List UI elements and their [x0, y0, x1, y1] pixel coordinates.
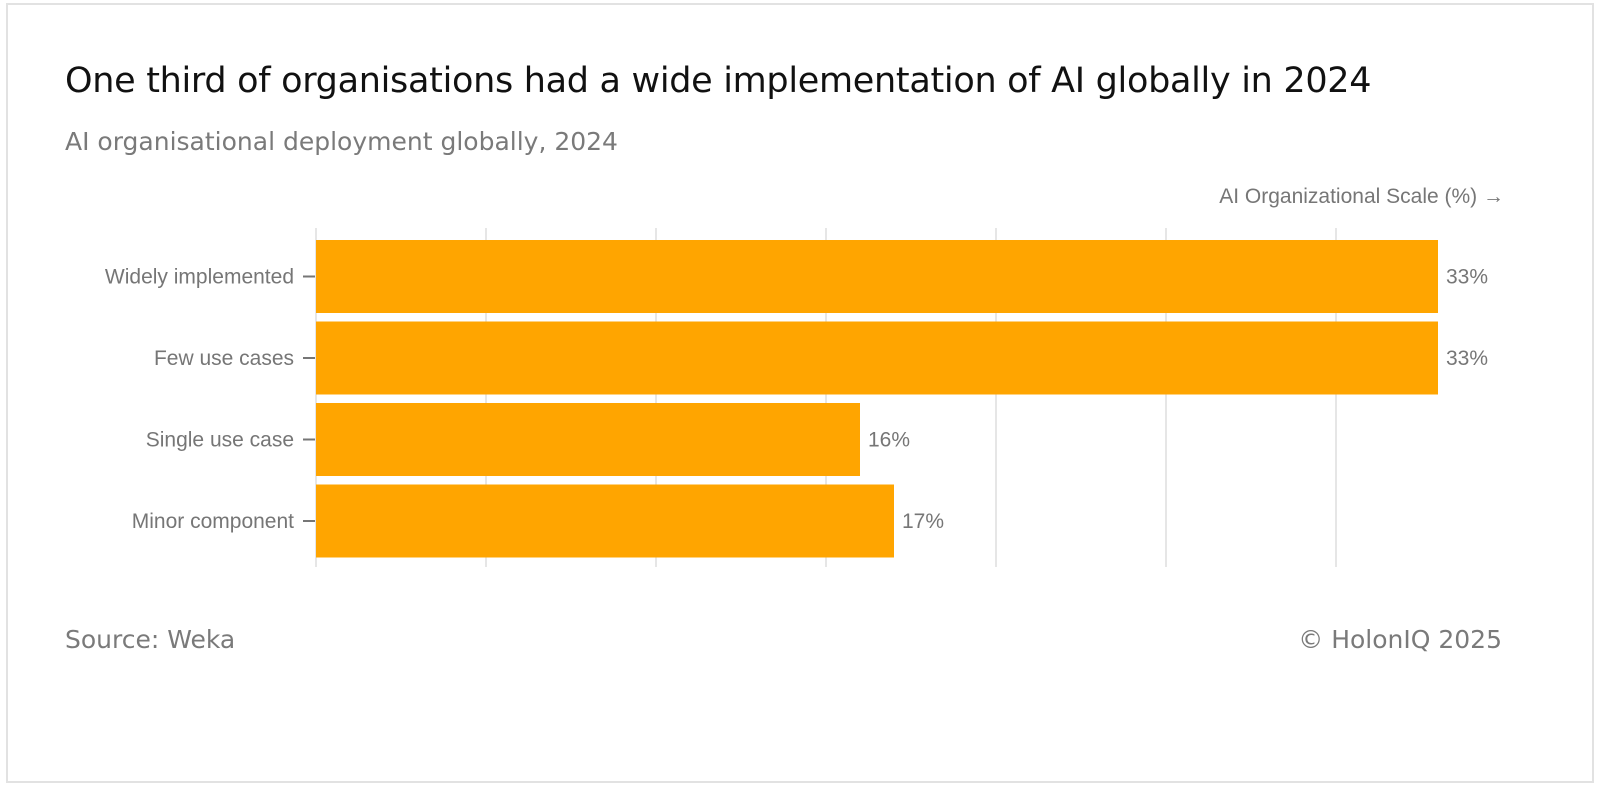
value-label: 33%: [1446, 347, 1488, 370]
copyright-note: © HolonIQ 2025: [1298, 625, 1502, 654]
chart-title: One third of organisations had a wide im…: [65, 61, 1372, 101]
category-label: Few use cases: [154, 347, 294, 370]
value-label: 17%: [902, 510, 944, 533]
category-label: Single use case: [146, 429, 294, 452]
value-label: 33%: [1446, 266, 1488, 289]
chart-subtitle: AI organisational deployment globally, 2…: [65, 127, 618, 156]
value-labels: 33% 33% 16% 17%: [868, 266, 1488, 534]
bar: [316, 240, 1438, 313]
bar: [316, 403, 860, 476]
category-label: Minor component: [132, 510, 294, 533]
x-axis-title: AI Organizational Scale (%) →: [1219, 185, 1504, 208]
category-labels: Widely implemented Few use cases Single us…: [105, 266, 315, 533]
bars: [316, 240, 1438, 558]
bar: [316, 484, 894, 558]
source-note: Source: Weka: [65, 625, 236, 654]
bar: [316, 321, 1438, 395]
category-label: Widely implemented: [105, 266, 294, 289]
value-label: 16%: [868, 429, 910, 452]
